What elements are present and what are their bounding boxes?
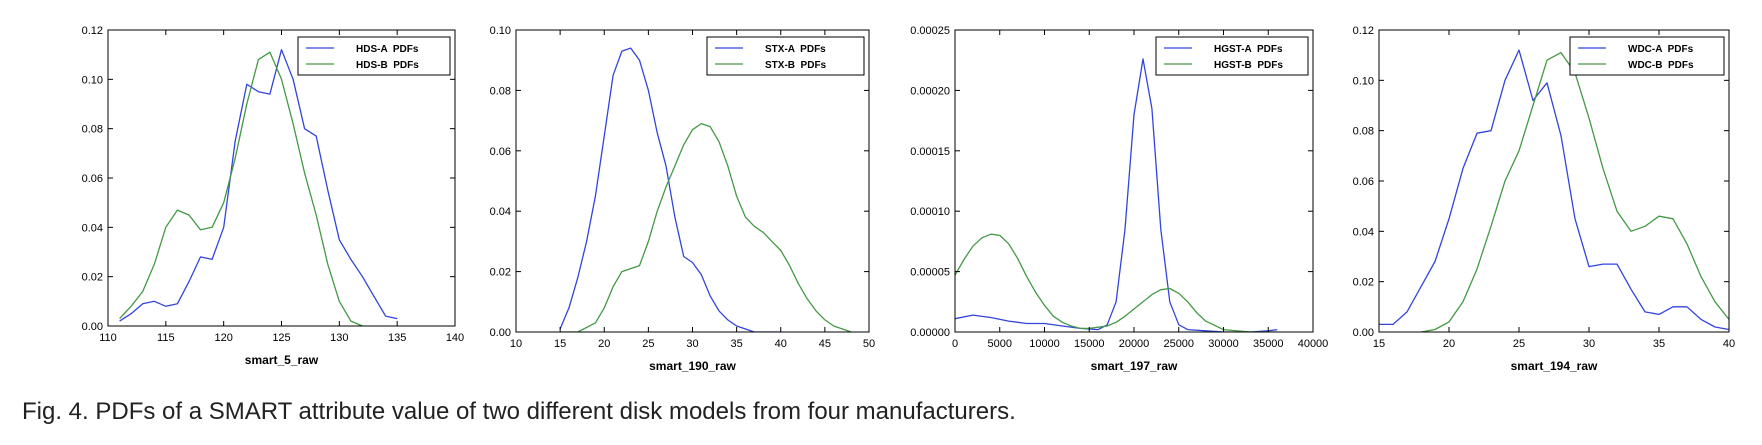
y-tick-label: 0.06	[1353, 176, 1374, 188]
y-tick-label: 0.08	[490, 85, 511, 97]
series-line-b	[955, 233, 1278, 332]
legend-label: WDC-A PDFs	[1628, 44, 1694, 55]
x-tick-label: 120	[214, 332, 232, 344]
series-line-b	[119, 51, 363, 326]
legend-label: STX-A PDFs	[765, 44, 826, 55]
y-tick-label: 0.12	[1353, 25, 1374, 37]
x-tick-label: 30	[1583, 338, 1595, 350]
y-tick-label: 0.00025	[910, 25, 950, 37]
x-axis-label: smart_194_raw	[1511, 359, 1598, 373]
chart-2: 10 15 20 25 30 35 40 45 50 0.00 0.02 0.04 0.06 0.08 0.…	[490, 25, 876, 373]
x-tick-label: 15	[554, 338, 566, 350]
y-tick-label: 0.08	[82, 124, 103, 136]
y-tick-label: 0.08	[1353, 126, 1374, 138]
series-line-b	[1420, 51, 1729, 332]
y-tick-label: 0.10	[1353, 75, 1374, 87]
x-tick-label: 110	[99, 332, 117, 344]
y-tick-label: 0.04	[1353, 226, 1374, 238]
y-tick-label: 0.00005	[910, 267, 950, 279]
x-tick-label: 20000	[1119, 338, 1150, 350]
y-tick-label: 0.02	[1353, 277, 1374, 289]
x-tick-label: 15	[1373, 338, 1385, 350]
y-tick-label: 0.00010	[910, 206, 950, 218]
x-tick-label: 25	[1513, 338, 1525, 350]
legend-box	[706, 36, 865, 76]
x-tick-label: 20	[598, 338, 610, 350]
y-tick-label: 0.06	[82, 173, 103, 185]
y-tick-label: 0.10	[490, 25, 511, 37]
chart-3: 0 5000 10000 15000 20000 25000 30000 35000 40000…	[910, 25, 1328, 373]
x-tick-label: 115	[157, 332, 175, 344]
y-tick-label: 0.10	[82, 74, 103, 86]
legend-label: HGST-A PDFs	[1214, 44, 1283, 55]
y-tick-label: 0.00	[1353, 327, 1374, 339]
y-tick-label: 0.02	[490, 267, 511, 279]
x-axis-label: smart_197_raw	[1091, 359, 1178, 373]
x-tick-label: 50	[863, 338, 875, 350]
legend-box	[297, 36, 451, 76]
x-tick-label: 30000	[1208, 338, 1239, 350]
y-tick-label: 0.02	[82, 272, 103, 284]
x-tick-label: 25	[642, 338, 654, 350]
x-tick-label: 35	[1653, 338, 1665, 350]
chart-4: 15 20 25 30 35 40 0.00 0.02 0.04 0.06 0.08 0.10 0.12…	[1353, 25, 1736, 373]
legend-label: STX-B PDFs	[765, 60, 827, 71]
legend: HDS-A PDFs HDS-B PDFs	[297, 36, 451, 76]
y-tick-label: 0.00	[490, 327, 511, 339]
y-tick-label: 0.00	[82, 321, 103, 333]
legend-label: HDS-B PDFs	[356, 60, 419, 71]
series-line-b	[560, 122, 852, 332]
legend-label: HGST-B PDFs	[1214, 60, 1283, 71]
legend-box	[1569, 36, 1725, 76]
x-tick-label: 30	[686, 338, 698, 350]
chart-1: 110 115 120 125 130 135 140 0.00 0.02 0.04 0.06 0.0…	[82, 25, 465, 367]
y-tick-label: 0.12	[82, 25, 103, 37]
legend-label: WDC-B PDFs	[1628, 60, 1694, 71]
y-tick-label: 0.04	[82, 222, 103, 234]
x-tick-label: 40000	[1298, 338, 1329, 350]
series-line-a	[119, 49, 398, 322]
x-tick-label: 20	[1443, 338, 1455, 350]
x-tick-label: 35000	[1253, 338, 1284, 350]
series-line-a	[559, 47, 781, 332]
x-tick-label: 135	[388, 332, 406, 344]
series-line-a	[1379, 49, 1729, 331]
x-tick-label: 10	[510, 338, 522, 350]
x-tick-label: 15000	[1074, 338, 1105, 350]
x-tick-label: 0	[952, 338, 958, 350]
x-tick-label: 40	[1723, 338, 1735, 350]
y-tick-label: 0.00000	[910, 327, 950, 339]
y-tick-label: 0.00015	[910, 146, 950, 158]
y-tick-label: 0.06	[490, 146, 511, 158]
x-tick-label: 140	[446, 332, 464, 344]
figure-caption: Fig. 4. PDFs of a SMART attribute value …	[22, 398, 1016, 425]
x-tick-label: 130	[330, 332, 348, 344]
x-tick-label: 45	[819, 338, 831, 350]
x-tick-label: 35	[731, 338, 743, 350]
legend: WDC-A PDFs WDC-B PDFs	[1569, 36, 1725, 76]
x-tick-label: 40	[775, 338, 787, 350]
legend-label: HDS-A PDFs	[356, 44, 419, 55]
y-tick-label: 0.04	[490, 206, 511, 218]
x-tick-label: 25000	[1163, 338, 1194, 350]
series-line-a	[955, 58, 1278, 332]
x-axis-label: smart_5_raw	[245, 353, 319, 367]
x-tick-label: 125	[272, 332, 290, 344]
x-tick-label: 5000	[988, 338, 1012, 350]
legend: STX-A PDFs STX-B PDFs	[706, 36, 865, 76]
y-tick-label: 0.00020	[910, 85, 950, 97]
x-tick-label: 10000	[1029, 338, 1060, 350]
x-axis-label: smart_190_raw	[649, 359, 736, 373]
legend-box	[1155, 36, 1309, 76]
legend: HGST-A PDFs HGST-B PDFs	[1155, 36, 1309, 76]
